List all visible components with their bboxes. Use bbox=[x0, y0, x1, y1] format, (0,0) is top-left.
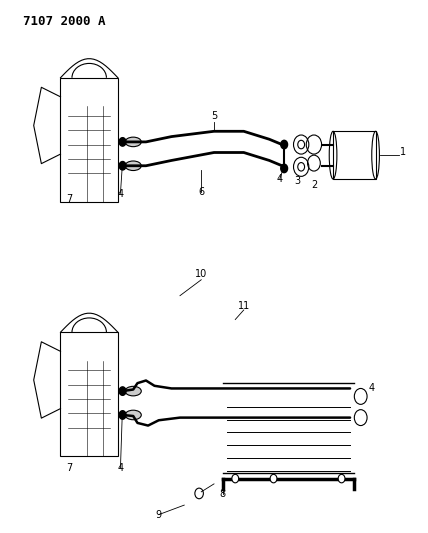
Text: 1: 1 bbox=[400, 147, 406, 157]
Bar bbox=[333, 131, 376, 179]
Ellipse shape bbox=[125, 410, 141, 419]
Ellipse shape bbox=[125, 161, 141, 171]
Text: 4: 4 bbox=[277, 174, 283, 184]
Ellipse shape bbox=[125, 137, 141, 147]
Text: 5: 5 bbox=[211, 111, 217, 121]
Text: 10: 10 bbox=[195, 269, 208, 279]
Circle shape bbox=[338, 474, 345, 483]
Text: 9: 9 bbox=[156, 511, 162, 520]
Circle shape bbox=[119, 411, 126, 419]
Text: 7107 2000 A: 7107 2000 A bbox=[23, 14, 105, 28]
Circle shape bbox=[281, 140, 288, 149]
Text: 6: 6 bbox=[198, 187, 204, 197]
Circle shape bbox=[270, 474, 277, 483]
Text: 4: 4 bbox=[117, 463, 124, 473]
Circle shape bbox=[119, 387, 126, 395]
Circle shape bbox=[119, 161, 126, 170]
Text: 4: 4 bbox=[368, 383, 374, 393]
Text: 7: 7 bbox=[66, 194, 73, 204]
Circle shape bbox=[119, 138, 126, 146]
Text: 11: 11 bbox=[238, 301, 250, 311]
Text: 7: 7 bbox=[66, 463, 73, 473]
Text: 4: 4 bbox=[117, 189, 124, 198]
Text: 2: 2 bbox=[311, 180, 317, 190]
Circle shape bbox=[232, 474, 239, 483]
Text: 8: 8 bbox=[220, 489, 226, 499]
Circle shape bbox=[281, 164, 288, 173]
Text: 3: 3 bbox=[294, 176, 300, 187]
Ellipse shape bbox=[125, 386, 141, 396]
